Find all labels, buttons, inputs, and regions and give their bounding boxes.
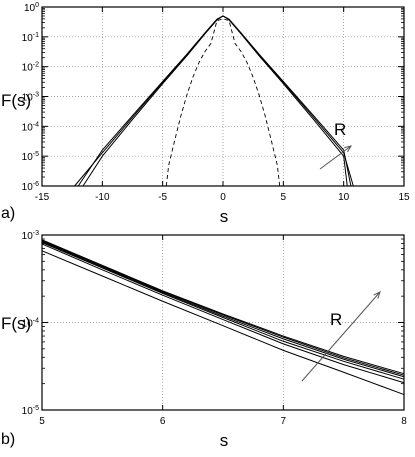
p2-series-1-line bbox=[41, 239, 405, 375]
p2-x-tick-label: 6 bbox=[160, 416, 166, 427]
p2-series-6-line bbox=[41, 250, 405, 396]
p1-x-axis-label: s bbox=[220, 207, 229, 226]
p2-series-2-line bbox=[41, 240, 405, 376]
p2-r-annotation: R bbox=[330, 310, 342, 329]
p2-y-tick-label: 10-3 bbox=[22, 230, 39, 242]
p1-x-tick-label: 15 bbox=[398, 192, 410, 203]
p1-series-4-line bbox=[165, 18, 281, 187]
p1-y-tick-label: 10-1 bbox=[22, 32, 39, 44]
p1-series-3-line bbox=[82, 15, 348, 187]
p1-y-axis-label: F(s) bbox=[1, 91, 31, 110]
p1-y-tick-label: 10-4 bbox=[22, 121, 39, 133]
p1-y-tick-label: 10-2 bbox=[22, 62, 39, 74]
p1-x-tick-label: 0 bbox=[220, 192, 226, 203]
p2-series-4-line bbox=[41, 242, 405, 380]
p1-y-tick-label: 100 bbox=[24, 2, 39, 14]
p2-y-tick-label: 10-5 bbox=[22, 405, 39, 417]
p1-x-tick-label: -15 bbox=[35, 192, 50, 203]
p2-panel-label: b) bbox=[1, 431, 15, 448]
p1-r-arrow-line bbox=[319, 145, 352, 170]
p1-series-1-line bbox=[74, 15, 354, 187]
p2-r-arrow-line bbox=[301, 291, 381, 382]
p1-r-annotation: R bbox=[334, 120, 346, 139]
p2-x-tick-label: 8 bbox=[401, 416, 407, 427]
p1-panel-label: a) bbox=[1, 205, 15, 222]
p2-r-arrow-head bbox=[373, 291, 381, 299]
p1-y-tick-label: 10-5 bbox=[22, 151, 39, 163]
p2-x-tick-label: 7 bbox=[281, 416, 287, 427]
p1-r-arrow-head bbox=[344, 145, 353, 153]
p2-y-axis-label: F(s) bbox=[1, 314, 31, 333]
p2-y-tick-label: 10-4 bbox=[22, 318, 39, 330]
p2-series-3-line bbox=[41, 241, 405, 378]
p1-x-tick-label: 5 bbox=[281, 192, 287, 203]
p2-x-tick-label: 5 bbox=[39, 416, 45, 427]
p1-x-tick-label: -5 bbox=[158, 192, 167, 203]
p2-series-5-line bbox=[41, 243, 405, 384]
p1-y-tick-label: 10-3 bbox=[22, 92, 39, 104]
p1-x-tick-label: -10 bbox=[95, 192, 110, 203]
p2-x-axis-label: s bbox=[220, 431, 229, 450]
p1-series-2-line bbox=[77, 15, 352, 187]
p1-y-tick-label: 10-6 bbox=[22, 181, 39, 193]
p1-x-tick-label: 10 bbox=[338, 192, 350, 203]
